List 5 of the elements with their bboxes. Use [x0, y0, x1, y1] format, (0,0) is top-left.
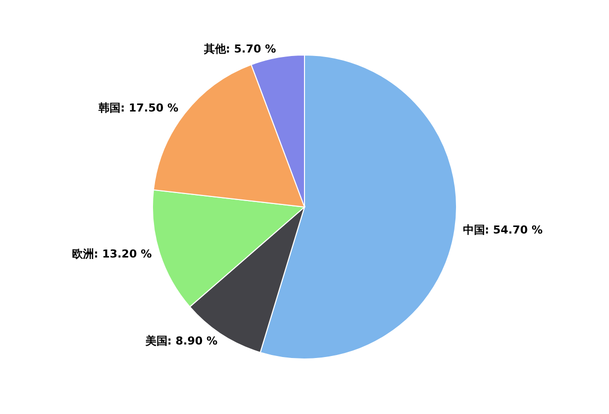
slice-label: 其他: 5.70 % [202, 42, 276, 56]
slice-label: 韩国: 17.50 % [98, 102, 178, 115]
slice-label: 中国: 54.70 % [462, 224, 543, 237]
slice-label: 欧洲: 13.20 % [72, 248, 152, 261]
slice-label: 美国: 8.90 % [144, 334, 218, 348]
